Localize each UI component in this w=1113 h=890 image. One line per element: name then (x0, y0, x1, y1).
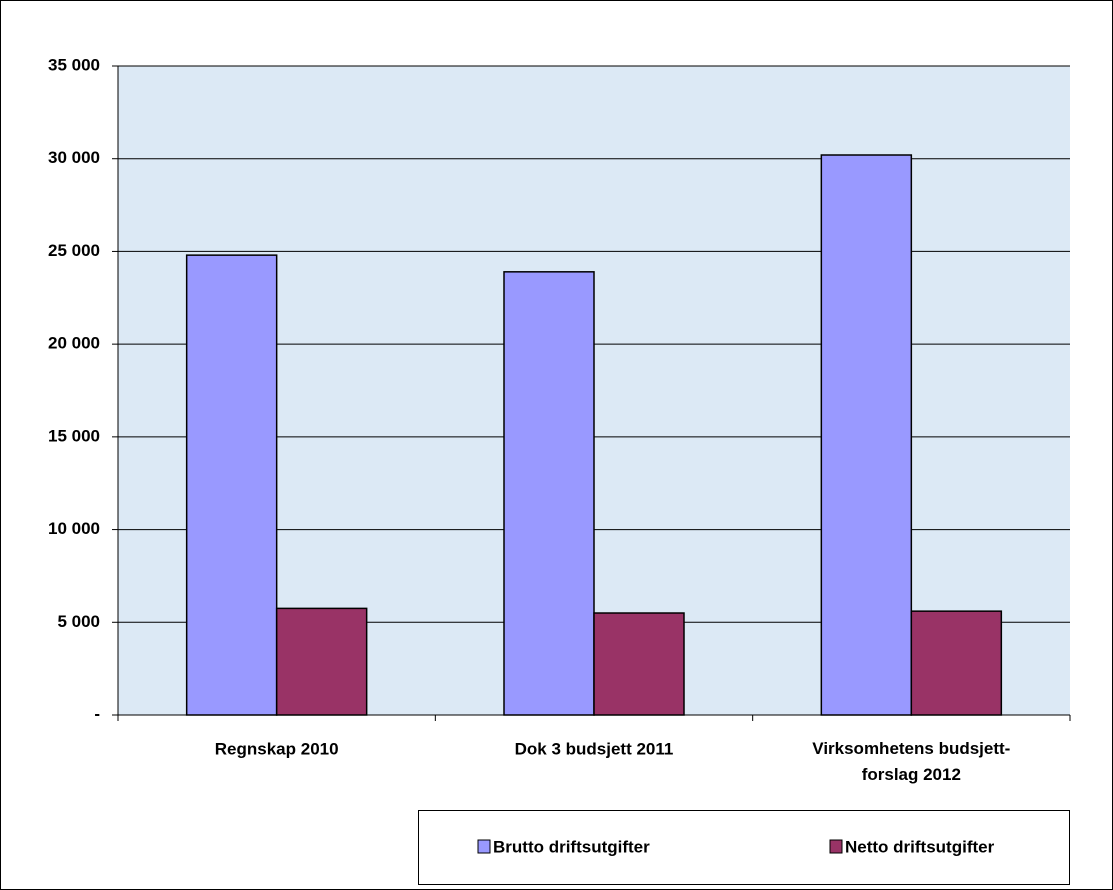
legend-box (418, 810, 1070, 885)
legend-swatch (477, 839, 491, 854)
bar (910, 610, 1003, 716)
legend-swatch (829, 839, 843, 854)
legend-label: Netto driftsutgifter (845, 837, 995, 856)
legend-label: Brutto driftsutgifter (493, 837, 650, 856)
bar (185, 254, 278, 716)
bar (503, 271, 595, 716)
y-tick-label: 5 000 (57, 612, 100, 631)
bar (593, 612, 685, 716)
y-tick-label: 10 000 (48, 519, 100, 538)
x-tick-label: Dok 3 budsjett 2011 (515, 739, 674, 758)
y-tick-label: 15 000 (48, 426, 100, 445)
bar (820, 154, 913, 716)
y-tick-label: 20 000 (48, 334, 100, 353)
y-tick-label: 35 000 (48, 55, 100, 74)
y-tick-label: 30 000 (48, 148, 100, 167)
y-tick-label: 25 000 (48, 241, 100, 260)
bar (275, 607, 368, 716)
x-tick-label: Virksomhetens budsjett-forslag 2012 (812, 739, 1010, 784)
y-tick-label: - (94, 704, 100, 723)
x-tick-label: Regnskap 2010 (215, 739, 339, 758)
